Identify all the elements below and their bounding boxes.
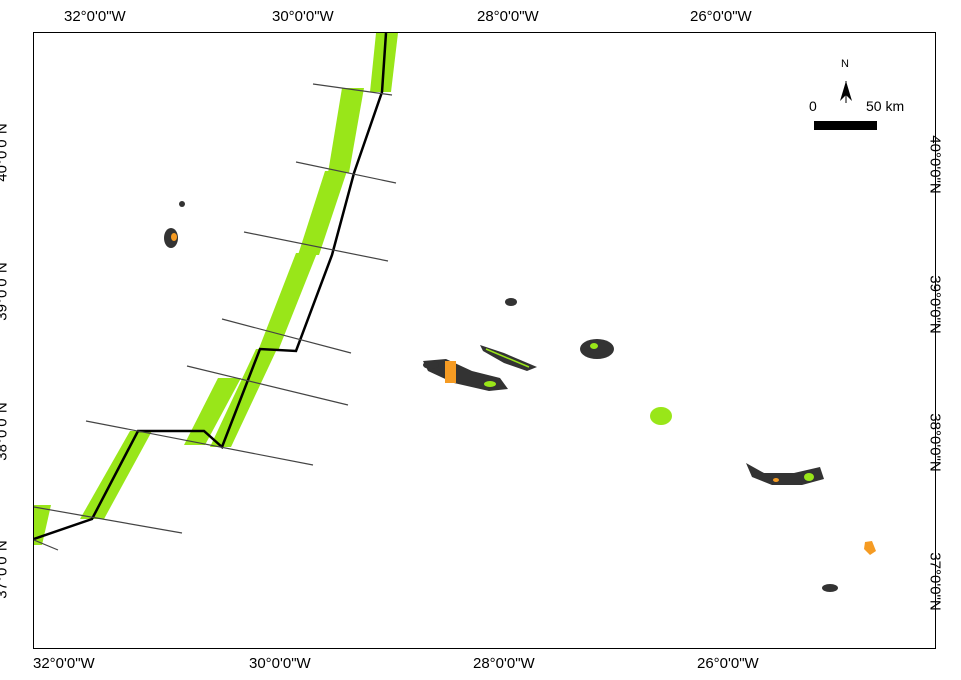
green-seamount bbox=[650, 407, 672, 425]
scale-end-label: 50 km bbox=[866, 98, 905, 114]
map-frame[interactable] bbox=[33, 32, 936, 649]
map-canvas bbox=[34, 33, 877, 592]
fault-line bbox=[85, 420, 314, 466]
fault-line bbox=[221, 318, 352, 354]
lon-top-label: 26°0'0"W bbox=[690, 8, 752, 25]
island-corvo bbox=[179, 201, 185, 207]
lat-left-label: 40°0'0"N bbox=[0, 123, 11, 182]
fault-line bbox=[186, 365, 349, 406]
scale-bar bbox=[814, 121, 877, 130]
lon-bottom-label: 28°0'0"W bbox=[473, 655, 535, 672]
islands bbox=[164, 201, 876, 592]
scale-zero-label: 0 bbox=[809, 98, 817, 114]
ridge-corridor bbox=[34, 33, 398, 545]
lat-right-label: 40°0'0"N bbox=[926, 135, 944, 194]
ridge-segment bbox=[328, 88, 364, 173]
ridge-segment bbox=[34, 505, 51, 545]
island-flores bbox=[164, 228, 178, 248]
lat-left-label: 39°0'0"N bbox=[0, 262, 11, 321]
lat-left-label: 38°0'0"N bbox=[0, 402, 11, 461]
north-label: N bbox=[841, 58, 849, 70]
ridge-segment bbox=[210, 349, 277, 447]
fault-line bbox=[295, 161, 397, 184]
lat-right-label: 38°0'0"N bbox=[926, 413, 944, 472]
lon-bottom-label: 30°0'0"W bbox=[249, 655, 311, 672]
ridge-axis-line bbox=[34, 33, 388, 541]
lon-top-label: 30°0'0"W bbox=[272, 8, 334, 25]
island-faial bbox=[423, 361, 439, 369]
island-graciosa bbox=[505, 298, 517, 306]
fault-line bbox=[34, 539, 59, 551]
lon-top-label: 32°0'0"W bbox=[64, 8, 126, 25]
orange-bank bbox=[864, 541, 876, 555]
lat-right-label: 37°0'0"N bbox=[926, 552, 944, 611]
lat-left-label: 37°0'0"N bbox=[0, 540, 11, 599]
transform-faults bbox=[34, 83, 397, 551]
fault-line bbox=[312, 83, 393, 96]
fault-line bbox=[34, 506, 183, 534]
lon-bottom-label: 26°0'0"W bbox=[697, 655, 759, 672]
lon-bottom-label: 32°0'0"W bbox=[33, 655, 95, 672]
island-santa-maria bbox=[822, 584, 838, 592]
ridge-segment bbox=[184, 378, 241, 445]
island-terceira bbox=[580, 339, 614, 359]
lon-top-label: 28°0'0"W bbox=[477, 8, 539, 25]
ridge-segment bbox=[258, 253, 317, 351]
fault-line bbox=[243, 231, 389, 262]
ridge-segment bbox=[298, 171, 347, 255]
lat-right-label: 39°0'0"N bbox=[926, 275, 944, 334]
island-sao-miguel bbox=[746, 463, 824, 485]
north-arrow-icon bbox=[840, 81, 852, 103]
